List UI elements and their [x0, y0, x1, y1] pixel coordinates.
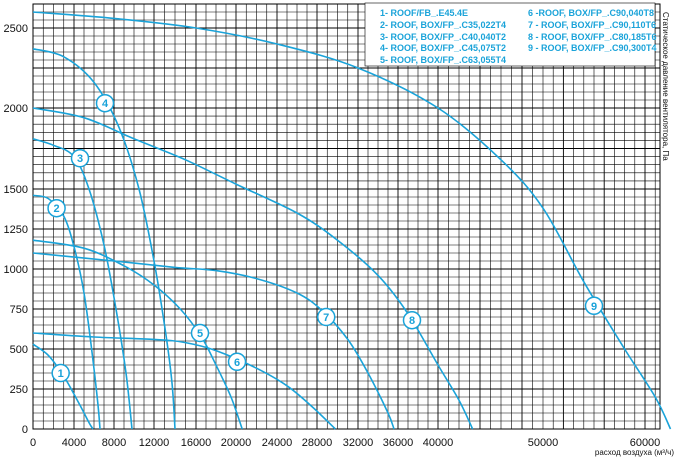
- x-tick-label: 8000: [102, 437, 126, 449]
- curve-badge-number: 6: [234, 357, 240, 369]
- x-tick-label: 12000: [139, 437, 170, 449]
- x-tick-label: 0: [30, 437, 36, 449]
- curve-badge-8: 8: [402, 310, 422, 330]
- curve-badge-circle: [584, 296, 604, 316]
- curve-badge-7: 7: [316, 307, 336, 327]
- legend-entry-4: 4- ROOF, BOX/FP_.C45,075T2: [380, 43, 506, 53]
- plot-frame: [32, 3, 661, 430]
- curve-badge-number: 5: [197, 328, 203, 340]
- curve-9: [32, 11, 672, 430]
- curve-badge-4: 4: [95, 93, 115, 113]
- curve-badge-1: 1: [51, 363, 70, 383]
- legend-entry-9: 9 - ROOF, BOX/FP_.C90,300T4: [528, 43, 657, 53]
- curve-badge-circle: [47, 198, 66, 218]
- y-tick-label: 1500: [4, 184, 28, 196]
- y-axis-title: Статическое давление вентилятора, Па: [661, 12, 670, 161]
- y-tick-label: 2000: [4, 103, 28, 115]
- x-tick-label: 16000: [181, 437, 212, 449]
- curve-4: [32, 48, 176, 430]
- legend-entry-8: 8 - ROOF, BOX/FP_.C80,185T6: [528, 32, 657, 42]
- curve-badge-circle: [227, 352, 247, 372]
- y-tick-label: 500: [10, 344, 28, 356]
- y-tick-label: 0: [22, 424, 28, 436]
- legend-entry-1: 1- ROOF/FB_.E45.4E: [380, 8, 468, 18]
- curve-badge-number: 4: [102, 98, 109, 110]
- curve-labels: 1 2 3 4 5 6 7 8 9: [47, 93, 604, 383]
- curve-badge-number: 2: [54, 203, 60, 215]
- curve-5: [32, 239, 243, 430]
- curve-badge-5: 5: [190, 323, 210, 343]
- curve-1: [32, 343, 94, 430]
- x-tick-label: 50000: [528, 437, 559, 449]
- curve-badge-number: 1: [58, 368, 64, 380]
- curve-badge-circle: [70, 148, 90, 168]
- y-tick-label: 750: [10, 304, 28, 316]
- grid: [32, 3, 661, 430]
- curve-badge-circle: [51, 363, 70, 383]
- curve-8: [32, 107, 474, 430]
- curve-badge-2: 2: [47, 198, 66, 218]
- legend-entry-6: 6 -ROOF, BOX/FP_.C90,040T8: [528, 8, 654, 18]
- x-tick-label: 36000: [383, 437, 414, 449]
- y-tick-label: 250: [10, 384, 28, 396]
- curve-badge-number: 8: [409, 315, 415, 327]
- axis-ticks: 0 4000 8000 12000 16000 20000 24000 28000 32000 3…: [4, 23, 661, 449]
- x-tick-label: 24000: [262, 437, 293, 449]
- x-tick-label: 40000: [423, 437, 454, 449]
- curve-badge-9: 9: [584, 296, 604, 316]
- curve-badge-circle: [316, 307, 336, 327]
- legend-entry-3: 3- ROOF, BOX/FP_.C40,040T2: [380, 32, 506, 42]
- curve-badge-6: 6: [227, 352, 247, 372]
- legend-entry-7: 7 - ROOF, BOX/FP_.C90,110T6: [528, 20, 656, 30]
- legend-entry-5: 5- ROOF, BOX/FP_.C63,055T4: [380, 55, 506, 65]
- y-tick-label: 2500: [4, 23, 28, 35]
- curve-badge-number: 9: [591, 301, 597, 313]
- x-tick-label: 32000: [343, 437, 374, 449]
- y-tick-label: 1250: [4, 224, 28, 236]
- x-tick-label: 28000: [302, 437, 333, 449]
- curve-3: [32, 138, 133, 430]
- x-tick-label: 20000: [221, 437, 252, 449]
- curve-6: [32, 332, 336, 430]
- curve-badge-circle: [190, 323, 210, 343]
- curve-7: [32, 252, 395, 430]
- curve-2: [32, 194, 101, 430]
- x-tick-label: 4000: [62, 437, 86, 449]
- curve-badge-number: 7: [323, 312, 329, 324]
- curve-badge-circle: [95, 93, 115, 113]
- fan-curves: [32, 11, 672, 430]
- curve-badge-3: 3: [70, 148, 90, 168]
- legend-entry-2: 2- ROOF, BOX/FP_.C35,022T4: [380, 20, 506, 30]
- y-tick-label: 1000: [4, 264, 28, 276]
- legend-box: 1- ROOF/FB_.E45.4E 2- ROOF, BOX/FP_.C35,…: [364, 2, 657, 67]
- x-axis-title: расход воздуха (м³/ч): [595, 448, 674, 457]
- x-tick-label: 60000: [630, 437, 661, 449]
- curve-badge-number: 3: [77, 153, 83, 165]
- curve-badge-circle: [402, 310, 422, 330]
